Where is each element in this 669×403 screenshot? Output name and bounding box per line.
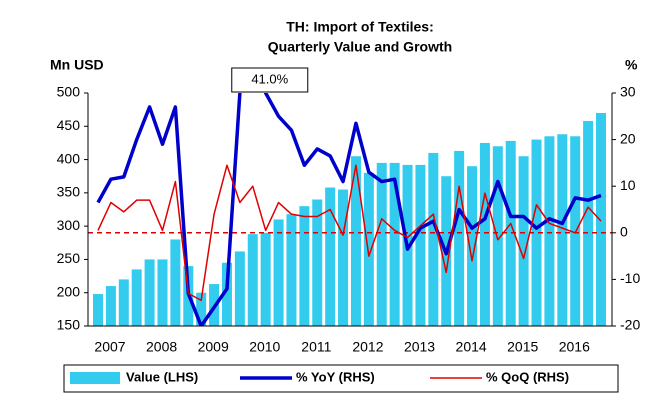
y2-axis-label: % — [625, 57, 638, 73]
bar — [454, 150, 465, 326]
annotation: 41.0% — [251, 71, 288, 86]
bar — [260, 232, 271, 326]
x-tick-label: 2009 — [198, 339, 229, 355]
plot-area — [88, 93, 612, 326]
y-axis-label: Mn USD — [50, 57, 104, 73]
legend-label: % QoQ (RHS) — [486, 369, 569, 384]
y-tick-label: 400 — [57, 150, 81, 166]
bar — [131, 269, 142, 326]
bar — [518, 156, 529, 326]
bar — [105, 286, 116, 326]
bar — [234, 251, 245, 326]
y-tick-label: 350 — [57, 184, 81, 200]
bar — [273, 219, 284, 326]
bar — [479, 142, 490, 326]
bar — [415, 164, 426, 326]
legend-swatch — [70, 372, 120, 384]
bar — [93, 294, 103, 326]
y-tick-label: 300 — [57, 217, 81, 233]
y2-tick-label: -20 — [620, 317, 640, 333]
x-tick-label: 2014 — [456, 339, 487, 355]
y2-tick-label: 0 — [620, 224, 628, 240]
x-tick-label: 2007 — [94, 339, 125, 355]
y2-tick-label: 10 — [620, 177, 636, 193]
y2-tick-label: -10 — [620, 270, 640, 286]
chart-title: Quarterly Value and Growth — [268, 39, 452, 55]
y-tick-label: 150 — [57, 317, 81, 333]
x-tick-label: 2008 — [146, 339, 177, 355]
bar — [492, 146, 503, 326]
bar — [325, 187, 336, 326]
line-series — [96, 93, 602, 326]
legend-label: Value (LHS) — [126, 369, 198, 384]
bar — [376, 162, 387, 326]
bar — [144, 259, 155, 326]
bar — [299, 206, 310, 326]
line-series — [97, 164, 602, 302]
bar — [428, 152, 439, 326]
bar — [196, 292, 207, 326]
bar — [338, 189, 349, 326]
chart-title: TH: Import of Textiles: — [286, 19, 434, 35]
y2-tick-label: 20 — [620, 130, 636, 146]
annotation-box — [231, 67, 309, 93]
bar — [363, 172, 374, 326]
bar — [505, 140, 516, 326]
x-tick-label: 2012 — [352, 339, 383, 355]
bar — [286, 214, 297, 326]
y-tick-label: 250 — [57, 250, 81, 266]
bar — [389, 162, 400, 326]
y-tick-label: 450 — [57, 117, 81, 133]
x-tick-label: 2016 — [559, 339, 590, 355]
x-tick-label: 2015 — [507, 339, 538, 355]
x-tick-label: 2011 — [301, 339, 331, 355]
x-tick-label: 2013 — [404, 339, 435, 355]
legend-box — [63, 364, 619, 393]
bar — [544, 136, 555, 326]
y-tick-label: 200 — [57, 283, 81, 299]
bar — [118, 279, 129, 326]
bar — [247, 234, 258, 326]
bar — [596, 112, 606, 326]
legend-label: % YoY (RHS) — [296, 369, 375, 384]
bar — [583, 120, 594, 326]
bar — [157, 259, 168, 326]
bar — [467, 166, 478, 326]
bar — [221, 262, 232, 326]
bar — [557, 134, 568, 326]
x-tick-label: 2010 — [249, 339, 280, 355]
bar — [312, 199, 323, 326]
y-tick-label: 500 — [57, 84, 81, 100]
bar — [170, 239, 181, 326]
bar — [350, 156, 361, 326]
bar — [531, 139, 542, 326]
y2-tick-label: 30 — [620, 84, 636, 100]
